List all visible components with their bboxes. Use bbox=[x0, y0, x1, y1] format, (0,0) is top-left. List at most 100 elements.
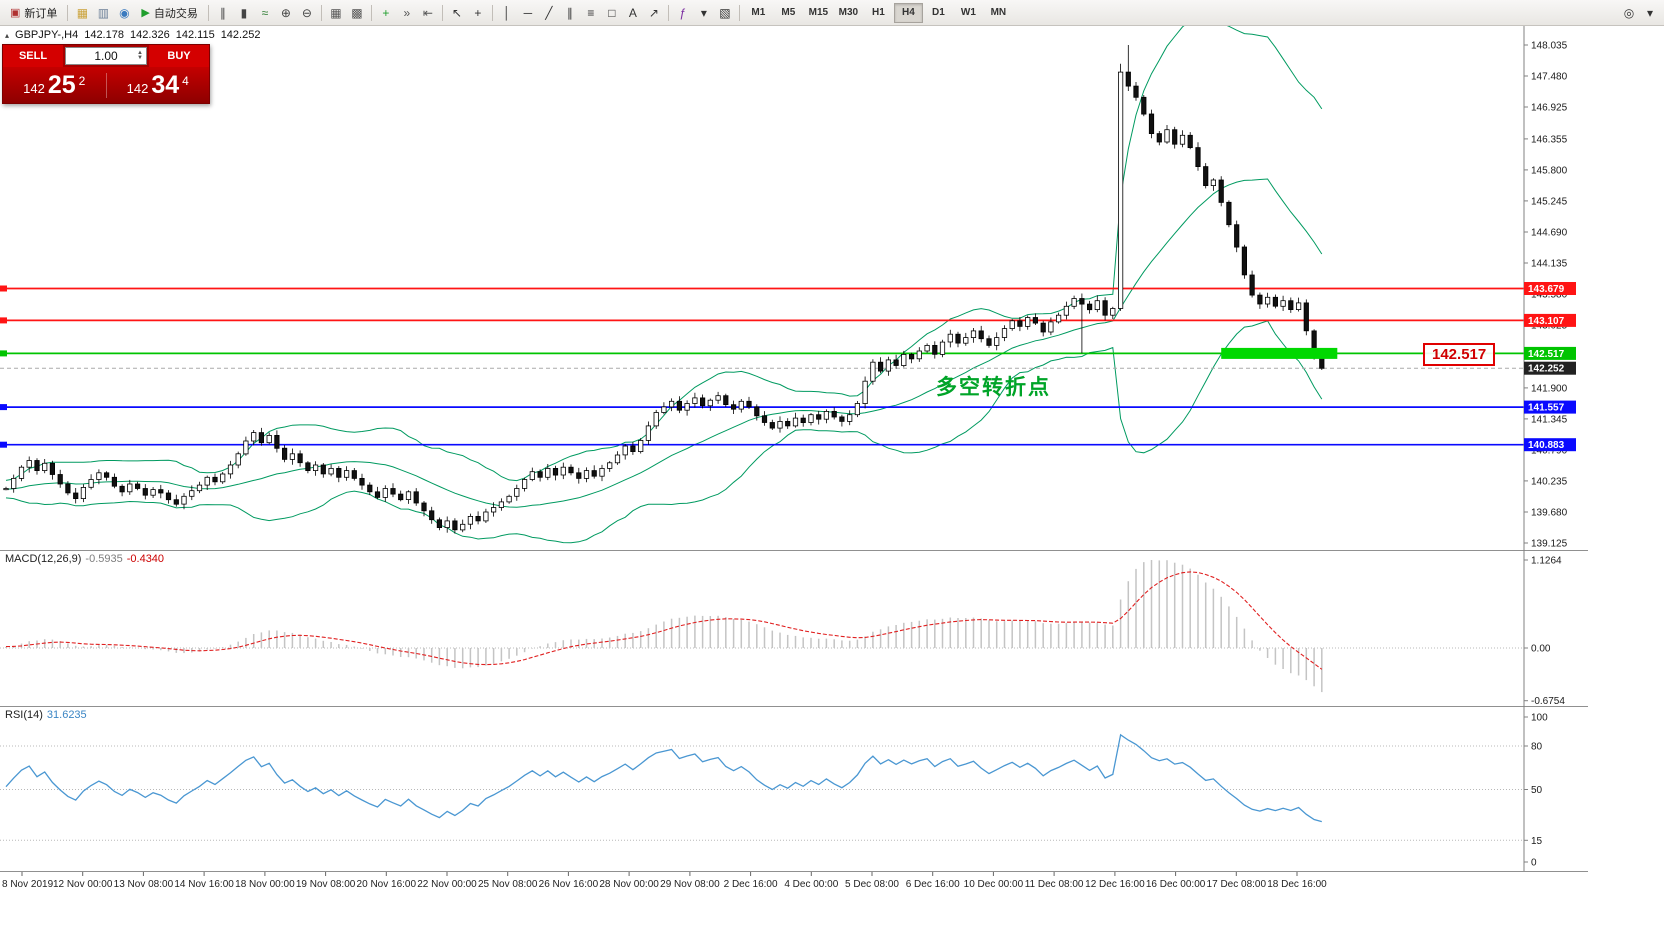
new-chart-icon[interactable]: + bbox=[376, 3, 396, 23]
volume-up-icon[interactable]: ▲ bbox=[137, 50, 143, 56]
svg-text:146.355: 146.355 bbox=[1531, 134, 1568, 145]
text-label-icon[interactable]: A bbox=[623, 3, 643, 23]
toolbar-separator bbox=[207, 4, 209, 21]
svg-text:144.135: 144.135 bbox=[1531, 259, 1568, 270]
indicators-icon[interactable]: ƒ bbox=[673, 3, 693, 23]
chart-shift-icon[interactable]: ⇤ bbox=[418, 3, 438, 23]
toolbar-options-icon-glyph: ▾ bbox=[1646, 5, 1654, 20]
timeframe-button-mn[interactable]: MN bbox=[990, 7, 1007, 18]
toolbar-separator bbox=[67, 4, 69, 21]
zoom-in-icon-glyph: ⊕ bbox=[280, 5, 291, 20]
svg-text:18 Nov 00:00: 18 Nov 00:00 bbox=[235, 879, 295, 890]
line-mode-icon-glyph: ≈ bbox=[261, 5, 269, 20]
open-value: 142.178 bbox=[84, 29, 124, 41]
svg-text:8 Nov 2019: 8 Nov 2019 bbox=[2, 879, 54, 890]
zoom-out-icon[interactable]: ⊖ bbox=[297, 3, 317, 23]
svg-text:12 Nov 00:00: 12 Nov 00:00 bbox=[53, 879, 113, 890]
sell-button[interactable]: SELL bbox=[3, 45, 63, 67]
timeframe-button-h1[interactable]: H1 bbox=[871, 7, 885, 18]
time-axis[interactable]: 8 Nov 2019 12 Nov 00:00 13 Nov 08:00 14 Nov… bbox=[0, 872, 1588, 898]
vertical-line-icon[interactable]: │ bbox=[497, 3, 517, 23]
charts-grid-icon[interactable]: ▦ bbox=[72, 3, 92, 23]
tile-windows-icon[interactable]: ▦ bbox=[326, 3, 346, 23]
svg-text:141.345: 141.345 bbox=[1531, 414, 1568, 425]
svg-text:144.690: 144.690 bbox=[1531, 228, 1568, 239]
shapes-icon-glyph: □ bbox=[608, 5, 616, 20]
shapes-icon[interactable]: □ bbox=[602, 3, 622, 23]
timeframe-button-m15[interactable]: M15 bbox=[808, 7, 829, 18]
svg-text:2 Dec 16:00: 2 Dec 16:00 bbox=[724, 879, 778, 890]
collapse-icon[interactable]: ▴ bbox=[5, 30, 10, 40]
low-value: 142.115 bbox=[175, 29, 215, 41]
svg-text:11 Dec 08:00: 11 Dec 08:00 bbox=[1025, 879, 1084, 890]
crosshair-icon[interactable]: + bbox=[468, 3, 488, 23]
timeframe-button-m5[interactable]: M5 bbox=[781, 7, 796, 18]
timeframe-button-m30[interactable]: M30 bbox=[838, 7, 859, 18]
close-value: 142.252 bbox=[220, 29, 261, 41]
vertical-line-icon-glyph: │ bbox=[503, 5, 511, 20]
svg-text:139.125: 139.125 bbox=[1531, 539, 1568, 550]
profiles-icon[interactable]: ▥ bbox=[93, 3, 113, 23]
volume-stepper[interactable]: ▲ ▼ bbox=[135, 48, 145, 64]
new-order-button-label: 新订单 bbox=[24, 7, 58, 20]
svg-text:0: 0 bbox=[1531, 858, 1537, 869]
toolbar-options-icon[interactable]: ▾ bbox=[1640, 3, 1660, 23]
candles-mode-icon[interactable]: ▮ bbox=[234, 3, 254, 23]
svg-text:147.480: 147.480 bbox=[1531, 72, 1568, 83]
svg-text:5 Dec 08:00: 5 Dec 08:00 bbox=[845, 879, 899, 890]
channel-icon[interactable]: ∥ bbox=[560, 3, 580, 23]
svg-text:1.1264: 1.1264 bbox=[1531, 556, 1562, 567]
svg-text:80: 80 bbox=[1531, 742, 1543, 753]
volume-field[interactable]: 1.00 ▲ ▼ bbox=[65, 47, 147, 65]
fibonacci-icon[interactable]: ≡ bbox=[581, 3, 601, 23]
timeframe-button-d1[interactable]: D1 bbox=[931, 7, 945, 18]
arrows-icon[interactable]: ↗ bbox=[644, 3, 664, 23]
cascade-windows-icon[interactable]: ▩ bbox=[347, 3, 367, 23]
sell-price[interactable]: 142 25 2 bbox=[3, 72, 107, 98]
market-watch-icon[interactable]: ◉ bbox=[114, 3, 134, 23]
timeframe-button-h4[interactable]: H4 bbox=[893, 2, 923, 23]
svg-text:10 Dec 00:00: 10 Dec 00:00 bbox=[964, 879, 1024, 890]
periods-icon[interactable]: ▾ bbox=[694, 3, 714, 23]
autoscroll-icon[interactable]: » bbox=[397, 3, 417, 23]
svg-text:4 Dec 00:00: 4 Dec 00:00 bbox=[784, 879, 838, 890]
price-chart[interactable]: 148.035 147.480 146.925 146.355 145.800 145.2… bbox=[0, 26, 1588, 550]
svg-text:139.680: 139.680 bbox=[1531, 508, 1568, 519]
chart-shift-icon-glyph: ⇤ bbox=[422, 5, 433, 20]
search-icon-glyph: ◎ bbox=[1623, 5, 1635, 20]
svg-text:13 Nov 08:00: 13 Nov 08:00 bbox=[114, 879, 174, 890]
timeframe-button-w1[interactable]: W1 bbox=[960, 7, 976, 18]
templates-icon[interactable]: ▧ bbox=[715, 3, 735, 23]
one-click-trading-panel: SELL 1.00 ▲ ▼ BUY 142 25 2 142 34 4 bbox=[2, 44, 210, 104]
high-value: 142.326 bbox=[129, 29, 170, 41]
cursor-icon[interactable]: ↖ bbox=[447, 3, 467, 23]
timeframe-button-m1[interactable]: M1 bbox=[751, 7, 766, 18]
horizontal-line-icon[interactable]: ─ bbox=[518, 3, 538, 23]
svg-text:28 Nov 00:00: 28 Nov 00:00 bbox=[599, 879, 659, 890]
svg-text:142.252: 142.252 bbox=[1528, 364, 1565, 375]
macd-panel[interactable]: 1.1264 0.00 -0.6754 bbox=[0, 550, 1588, 706]
buy-button[interactable]: BUY bbox=[149, 45, 209, 67]
rsi-panel[interactable]: 100 80 50 15 0 bbox=[0, 706, 1588, 872]
toolbar-separator bbox=[370, 4, 372, 21]
svg-text:18 Dec 16:00: 18 Dec 16:00 bbox=[1267, 879, 1327, 890]
new-order-glyph: ▣ bbox=[10, 7, 21, 19]
periods-icon-glyph: ▾ bbox=[700, 5, 707, 20]
profiles-icon-glyph: ▥ bbox=[97, 5, 110, 20]
auto-trading-glyph: ▶ bbox=[141, 7, 150, 19]
auto-trading-button[interactable]: ▶ 自动交易 bbox=[135, 3, 203, 23]
bars-mode-icon[interactable]: ∥ bbox=[213, 3, 233, 23]
volume-down-icon[interactable]: ▼ bbox=[137, 55, 143, 61]
svg-text:17 Dec 08:00: 17 Dec 08:00 bbox=[1207, 879, 1267, 890]
svg-text:140.883: 140.883 bbox=[1528, 440, 1565, 451]
search-icon[interactable]: ◎ bbox=[1619, 3, 1639, 23]
line-mode-icon[interactable]: ≈ bbox=[255, 3, 275, 23]
zoom-in-icon[interactable]: ⊕ bbox=[276, 3, 296, 23]
svg-text:142.517: 142.517 bbox=[1528, 349, 1565, 360]
buy-price[interactable]: 142 34 4 bbox=[126, 70, 189, 99]
new-order-button[interactable]: ▣ 新订单 bbox=[4, 3, 63, 23]
toolbar-separator bbox=[441, 4, 443, 21]
trendline-icon[interactable]: ╱ bbox=[539, 3, 559, 23]
chart-annotation-text: 多空转折点 bbox=[936, 376, 1051, 399]
